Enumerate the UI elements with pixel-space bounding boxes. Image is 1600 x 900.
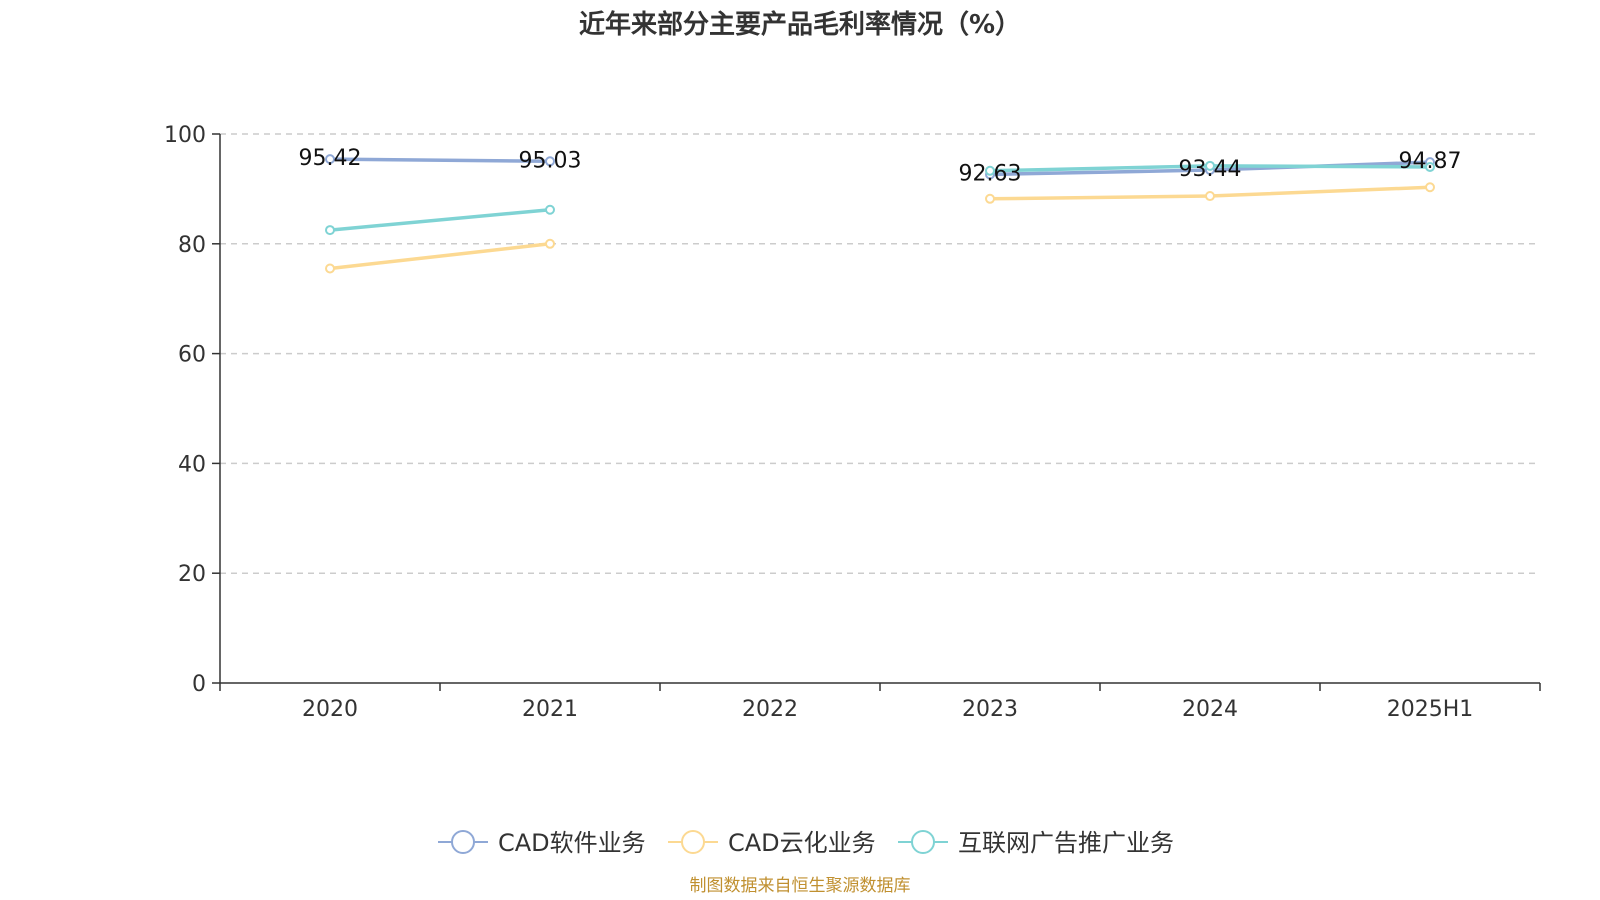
data-point[interactable]	[1205, 191, 1215, 202]
data-label: 93.44	[1179, 157, 1242, 182]
legend-label: CAD云化业务	[728, 829, 876, 857]
data-point[interactable]	[545, 204, 555, 215]
legend-item-1[interactable]: CAD云化业务	[668, 829, 876, 857]
y-tick-label: 20	[178, 562, 206, 587]
data-label: 92.63	[959, 161, 1022, 186]
legend-item-2[interactable]: 互联网广告推广业务	[898, 829, 1174, 857]
y-tick-label: 0	[192, 672, 206, 697]
y-tick-label: 100	[164, 123, 206, 148]
legend-item-0[interactable]: CAD软件业务	[438, 829, 646, 857]
x-tick-label: 2020	[302, 697, 358, 722]
data-point[interactable]	[1205, 160, 1215, 171]
x-tick-label: 2023	[962, 697, 1018, 722]
data-label: 95.42	[299, 146, 362, 171]
legend-marker	[911, 830, 935, 854]
data-point[interactable]	[325, 263, 335, 274]
data-label: 94.87	[1399, 149, 1462, 174]
y-tick-label: 80	[178, 233, 206, 258]
series-line-2	[328, 208, 552, 232]
x-tick-label: 2025H1	[1387, 697, 1474, 722]
x-tick-label: 2021	[522, 697, 578, 722]
series-line-0	[328, 157, 552, 164]
data-point[interactable]	[985, 165, 995, 176]
y-tick-label: 60	[178, 343, 206, 368]
legend-label: CAD软件业务	[498, 829, 646, 857]
x-tick-label: 2022	[742, 697, 798, 722]
data-label: 95.03	[519, 148, 582, 173]
data-point[interactable]	[545, 238, 555, 249]
data-point[interactable]	[1425, 182, 1435, 193]
legend-marker	[681, 830, 705, 854]
data-point[interactable]	[325, 154, 335, 165]
x-tick-label: 2024	[1182, 697, 1238, 722]
data-point[interactable]	[985, 193, 995, 204]
grid-lines	[220, 133, 1540, 574]
legend[interactable]: CAD软件业务 CAD云化业务 互联网广告推广业务	[438, 829, 1174, 857]
legend-label: 互联网广告推广业务	[958, 829, 1174, 857]
axes: 0 20 40 60 80 100 2020 2021 2022 2023 2024 2025H1	[164, 123, 1541, 722]
data-point[interactable]	[1425, 161, 1435, 172]
data-point[interactable]	[545, 156, 555, 167]
data-point[interactable]	[325, 225, 335, 236]
series-lines	[325, 154, 1435, 274]
y-tick-label: 40	[178, 452, 206, 477]
legend-marker	[451, 830, 475, 854]
data-labels: 95.42 95.03 92.63 93.44 94.87	[299, 146, 1462, 186]
chart-title: 近年来部分主要产品毛利率情况（%）	[579, 9, 1021, 40]
source-note: 制图数据来自恒生聚源数据库	[690, 876, 911, 896]
series-line-1	[328, 242, 552, 271]
